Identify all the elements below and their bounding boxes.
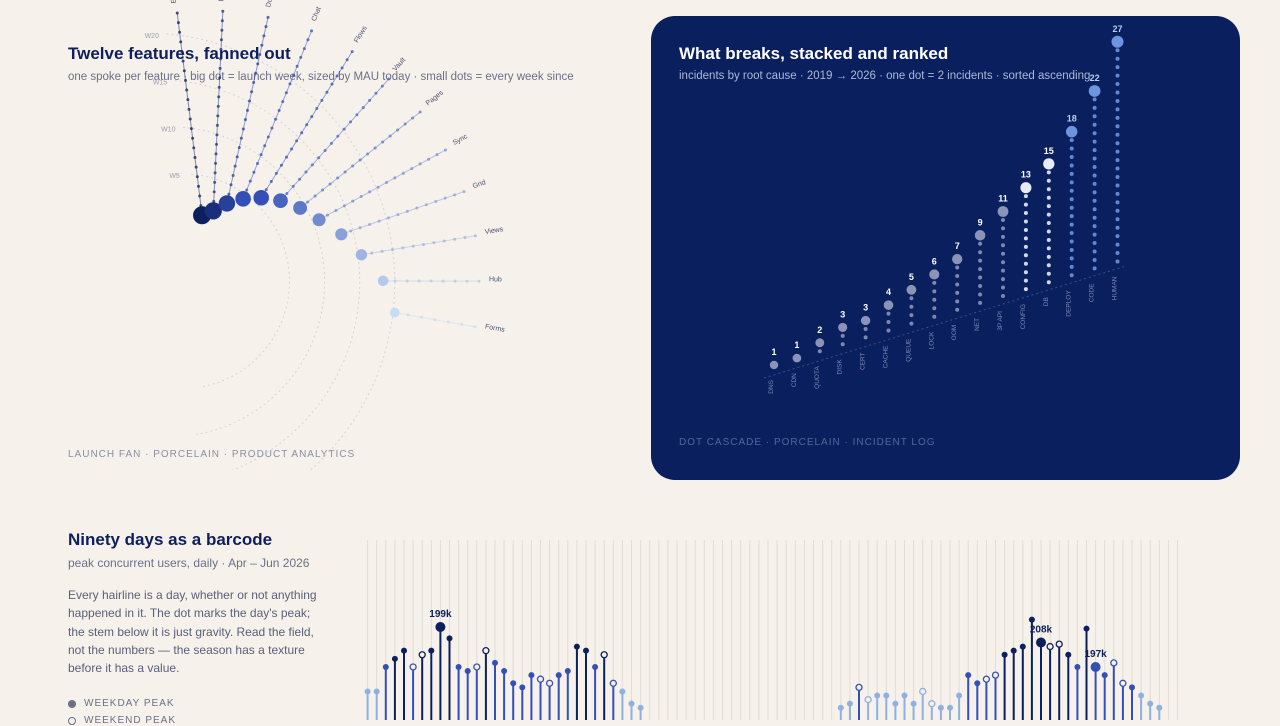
barcode-annotation: 197k	[1084, 649, 1107, 660]
legend-weekday-label: WEEKDAY PEAK	[84, 698, 175, 709]
barcode-weekday-dot	[501, 668, 507, 674]
barcode-annotation: 208k	[1030, 625, 1053, 636]
barcode-weekend-dot	[929, 701, 935, 707]
barcode-weekend-dot	[474, 664, 480, 670]
barcode-text: Ninety days as a barcode peak concurrent…	[68, 530, 328, 726]
barcode-weekday-dot	[1002, 652, 1008, 658]
barcode-weekend-dot	[483, 648, 489, 654]
barcode-weekday-dot	[1129, 684, 1135, 690]
barcode-weekday-dot	[392, 656, 398, 662]
barcode-weekday-dot	[592, 664, 598, 670]
barcode-weekday-dot	[574, 644, 580, 650]
barcode-description: Every hairline is a day, whether or not …	[68, 586, 328, 677]
barcode-weekend-dot	[538, 676, 544, 682]
barcode-weekday-dot	[583, 648, 589, 654]
barcode-weekday-dot	[947, 705, 953, 711]
weekday-dot-icon	[68, 700, 76, 708]
barcode-subtitle: peak concurrent users, daily · Apr – Jun…	[68, 556, 328, 570]
barcode-weekday-dot	[883, 693, 889, 699]
barcode-weekday-dot	[428, 648, 434, 654]
barcode-weekend-dot	[419, 652, 425, 658]
barcode-weekday-dot	[1091, 662, 1101, 672]
barcode-title: Ninety days as a barcode	[68, 530, 328, 550]
barcode-weekday-dot	[965, 672, 971, 678]
barcode-weekend-dot	[856, 684, 862, 690]
barcode-weekday-dot	[383, 664, 389, 670]
barcode-weekend-dot	[920, 688, 926, 694]
barcode-weekday-dot	[874, 693, 880, 699]
barcode-weekend-dot	[1111, 660, 1117, 666]
barcode-weekday-dot	[1065, 652, 1071, 658]
barcode-weekend-dot	[865, 697, 871, 703]
barcode-weekday-dot	[1156, 705, 1162, 711]
barcode-weekday-dot	[492, 660, 498, 666]
barcode-weekday-dot	[1036, 638, 1046, 648]
barcode-weekday-dot	[838, 705, 844, 711]
barcode-weekday-dot	[1102, 672, 1108, 678]
barcode-weekday-dot	[1029, 617, 1035, 623]
barcode-weekday-dot	[938, 705, 944, 711]
barcode-weekday-dot	[401, 648, 407, 654]
barcode-weekday-dot	[435, 622, 445, 632]
barcode-weekday-dot	[519, 684, 525, 690]
barcode-weekend-dot	[1120, 680, 1126, 686]
barcode-weekday-dot	[902, 693, 908, 699]
barcode-weekday-dot	[974, 680, 980, 686]
barcode-weekday-dot	[892, 701, 898, 707]
barcode-weekend-dot	[1056, 641, 1062, 647]
barcode-weekday-dot	[365, 688, 371, 694]
barcode-annotation: 199k	[429, 609, 452, 620]
barcode-weekday-dot	[447, 635, 453, 641]
barcode-weekday-dot	[556, 672, 562, 678]
legend-weekend: WEEKEND PEAK	[68, 715, 328, 726]
barcode-weekday-dot	[956, 693, 962, 699]
barcode-weekday-dot	[638, 705, 644, 711]
barcode-weekday-dot	[1147, 701, 1153, 707]
barcode-weekday-dot	[911, 701, 917, 707]
barcode-weekday-dot	[847, 701, 853, 707]
barcode-weekday-dot	[629, 701, 635, 707]
barcode-weekday-dot	[528, 672, 534, 678]
barcode-weekend-dot	[983, 676, 989, 682]
legend-weekend-label: WEEKEND PEAK	[84, 715, 176, 726]
barcode-weekday-dot	[456, 664, 462, 670]
barcode-weekend-dot	[601, 652, 607, 658]
barcode-weekday-dot	[619, 688, 625, 694]
barcode-weekday-dot	[565, 668, 571, 674]
barcode-weekend-dot	[610, 680, 616, 686]
barcode-weekday-dot	[1011, 648, 1017, 654]
legend-weekday: WEEKDAY PEAK	[68, 698, 328, 709]
weekend-dot-icon	[68, 717, 76, 725]
barcode-weekday-dot	[374, 688, 380, 694]
barcode-weekday-dot	[1084, 626, 1090, 632]
barcode-weekend-dot	[1047, 644, 1053, 650]
barcode-weekday-dot	[1074, 664, 1080, 670]
barcode-weekend-dot	[993, 672, 999, 678]
barcode-weekday-dot	[1138, 693, 1144, 699]
barcode-weekday-dot	[1020, 644, 1026, 650]
barcode-weekday-dot	[465, 668, 471, 674]
barcode-weekend-dot	[410, 664, 416, 670]
barcode-weekday-dot	[510, 680, 516, 686]
barcode-weekend-dot	[547, 680, 553, 686]
